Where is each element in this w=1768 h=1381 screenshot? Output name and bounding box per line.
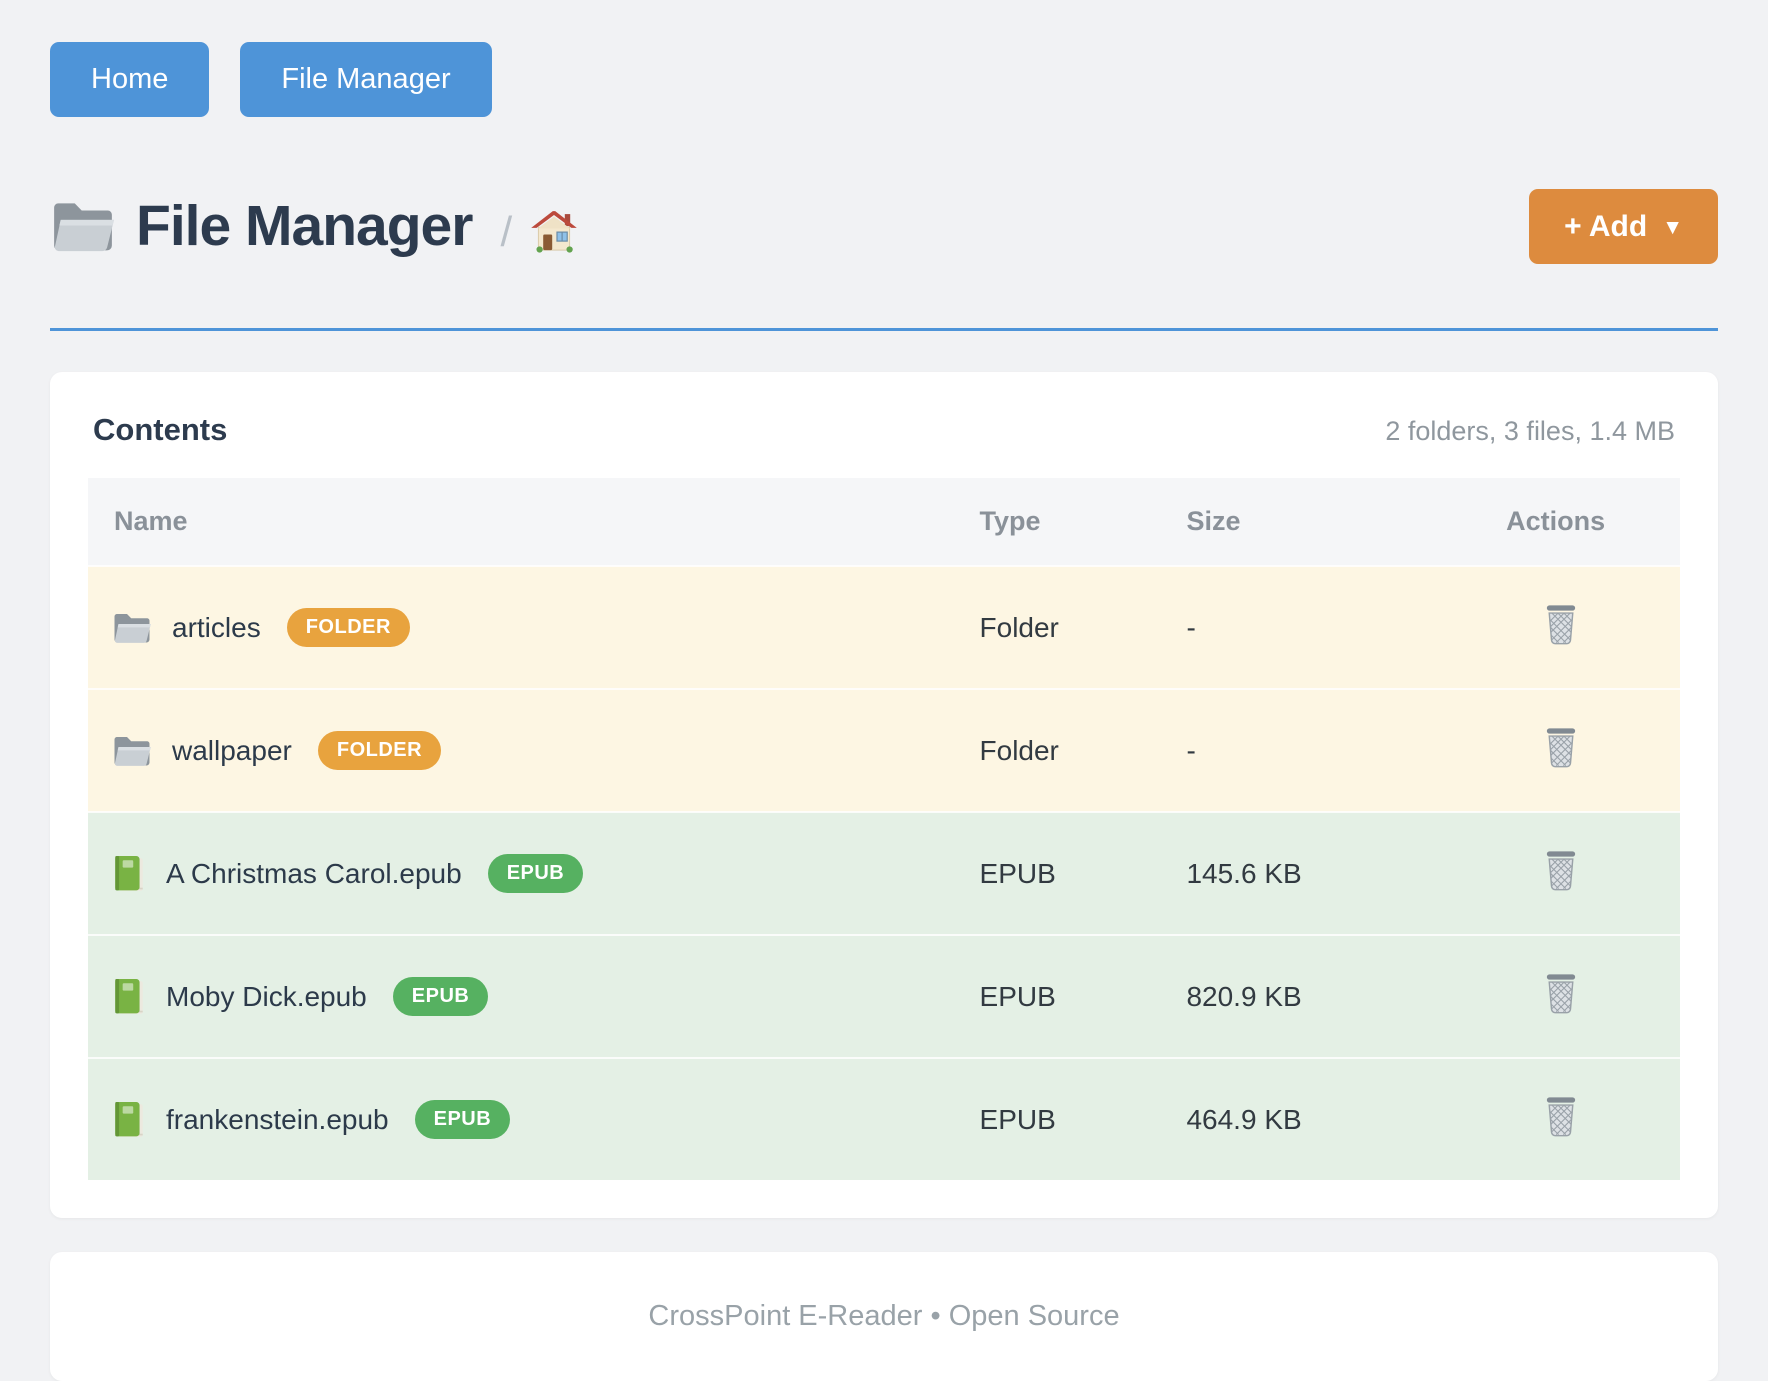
files-table: Name Type Size Actions articles FOLDER F… <box>88 478 1680 1180</box>
green-book-icon <box>112 978 146 1016</box>
delete-button[interactable] <box>1543 972 1579 1014</box>
trash-icon <box>1543 726 1579 768</box>
folder-badge: FOLDER <box>286 608 410 647</box>
header-divider <box>50 328 1718 331</box>
epub-badge: EPUB <box>392 977 489 1016</box>
column-header-size: Size <box>1186 478 1442 566</box>
item-name[interactable]: wallpaper <box>172 734 292 766</box>
table-row[interactable]: Moby Dick.epub EPUB EPUB 820.9 KB <box>88 934 1680 1058</box>
column-header-actions: Actions <box>1441 478 1680 566</box>
item-size: 145.6 KB <box>1186 811 1442 935</box>
item-type: EPUB <box>979 1057 1187 1180</box>
trash-icon <box>1543 849 1579 891</box>
footer: CrossPoint E-Reader • Open Source <box>50 1252 1718 1381</box>
page-header: File Manager / + Add ▼ <box>50 189 1718 264</box>
breadcrumb: / <box>500 198 578 256</box>
item-type: Folder <box>979 565 1187 689</box>
green-book-icon <box>112 855 146 893</box>
trash-icon <box>1543 603 1579 645</box>
item-size: - <box>1186 565 1442 689</box>
table-row[interactable]: wallpaper FOLDER Folder - <box>88 688 1680 812</box>
trash-icon <box>1543 972 1579 1014</box>
item-type: EPUB <box>979 811 1187 935</box>
folder-badge: FOLDER <box>317 731 442 770</box>
green-book-icon <box>112 1101 146 1139</box>
caret-down-icon: ▼ <box>1662 216 1683 239</box>
item-name[interactable]: A Christmas Carol.epub <box>166 857 462 889</box>
footer-text: CrossPoint E-Reader • Open Source <box>648 1300 1120 1332</box>
breadcrumb-separator: / <box>500 207 513 255</box>
add-button-label: + Add <box>1564 209 1648 243</box>
contents-summary: 2 folders, 3 files, 1.4 MB <box>1385 416 1675 446</box>
column-header-name: Name <box>88 478 980 566</box>
delete-button[interactable] <box>1543 603 1579 645</box>
column-header-type: Type <box>979 478 1187 566</box>
nav-home-button[interactable]: Home <box>50 42 210 117</box>
house-icon[interactable] <box>530 209 578 254</box>
item-name[interactable]: frankenstein.epub <box>166 1103 389 1135</box>
contents-card: Contents 2 folders, 3 files, 1.4 MB Name… <box>50 372 1718 1218</box>
item-type: Folder <box>979 688 1187 812</box>
table-row[interactable]: articles FOLDER Folder - <box>88 565 1680 689</box>
nav-file-manager-button[interactable]: File Manager <box>240 42 492 117</box>
folder-icon <box>112 734 152 768</box>
epub-badge: EPUB <box>414 1100 511 1139</box>
delete-button[interactable] <box>1543 849 1579 891</box>
files-table-header: Name Type Size Actions <box>88 478 1680 566</box>
item-size: 820.9 KB <box>1186 934 1442 1058</box>
item-size: - <box>1186 688 1442 812</box>
table-row[interactable]: A Christmas Carol.epub EPUB EPUB 145.6 K… <box>88 811 1680 935</box>
epub-badge: EPUB <box>487 854 584 893</box>
contents-card-header: Contents 2 folders, 3 files, 1.4 MB <box>88 412 1680 448</box>
page-title: File Manager <box>136 194 473 258</box>
delete-button[interactable] <box>1543 726 1579 768</box>
table-row[interactable]: frankenstein.epub EPUB EPUB 464.9 KB <box>88 1057 1680 1180</box>
delete-button[interactable] <box>1543 1095 1579 1137</box>
contents-title: Contents <box>93 412 228 447</box>
trash-icon <box>1543 1095 1579 1137</box>
item-size: 464.9 KB <box>1186 1057 1442 1180</box>
item-name[interactable]: articles <box>172 611 261 643</box>
top-nav: Home File Manager <box>50 42 1718 117</box>
item-type: EPUB <box>979 934 1187 1058</box>
item-name[interactable]: Moby Dick.epub <box>166 980 367 1012</box>
folder-icon <box>112 611 152 645</box>
folder-icon <box>50 199 116 254</box>
add-button[interactable]: + Add ▼ <box>1529 189 1718 264</box>
